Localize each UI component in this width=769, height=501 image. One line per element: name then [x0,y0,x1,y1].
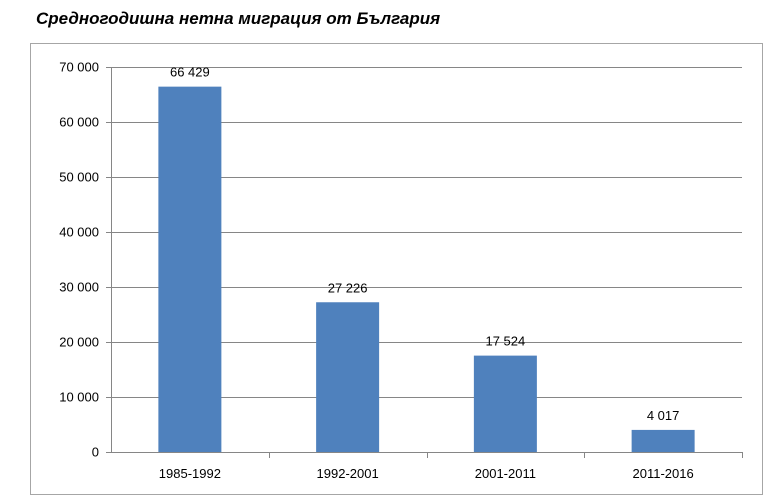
y-tick-label: 40 000 [59,225,99,240]
chart-area [30,43,763,495]
y-tick-label: 70 000 [59,60,99,75]
y-tick-label: 20 000 [59,335,99,350]
x-tick-label: 2011-2016 [633,466,694,481]
y-tick-label: 10 000 [59,390,99,405]
x-tick-label: 2001-2011 [475,466,536,481]
bar [473,355,537,452]
data-label: 17 524 [485,334,525,349]
bar [316,302,380,452]
y-tick-label: 30 000 [59,280,99,295]
bar [158,86,222,452]
bar [631,429,695,452]
y-tick-label: 0 [92,445,99,460]
x-tick-label: 1985-1992 [159,466,221,481]
y-tick-label: 60 000 [59,115,99,130]
data-label: 27 226 [328,280,368,295]
x-tick-label: 1992-2001 [317,466,379,481]
data-label: 66 429 [170,65,210,80]
y-tick-label: 50 000 [59,170,99,185]
page-title: Средногодишна нетна миграция от България [36,9,441,28]
data-label: 4 017 [647,408,680,423]
